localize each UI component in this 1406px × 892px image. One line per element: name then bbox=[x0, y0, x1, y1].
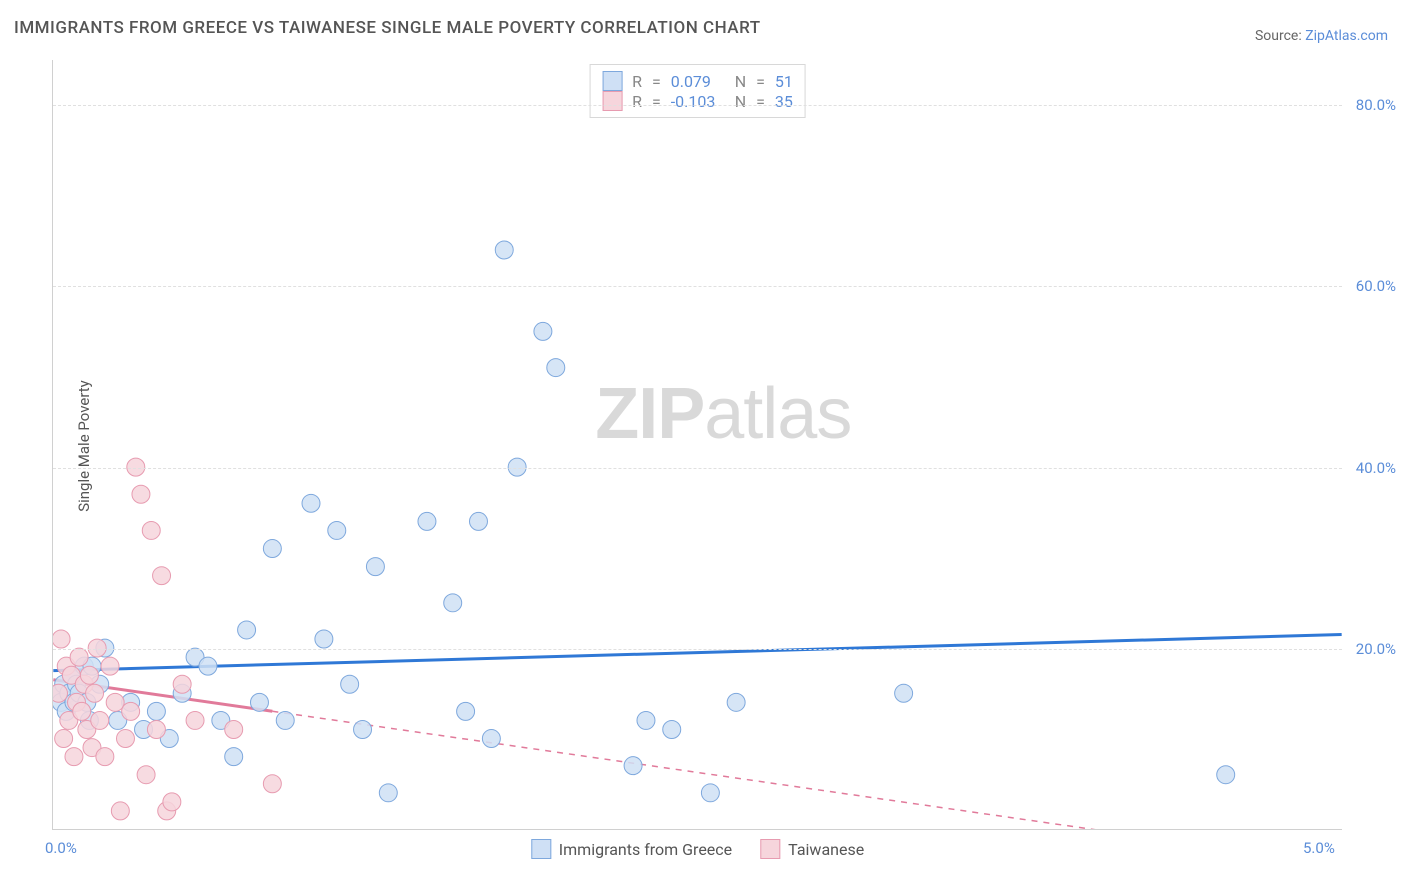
watermark: ZIPatlas bbox=[595, 373, 851, 455]
eq-sign: = bbox=[652, 72, 661, 91]
y-tick-label: 40.0% bbox=[1356, 459, 1396, 477]
r-value-taiwanese: -0.103 bbox=[671, 92, 725, 111]
legend-label-taiwanese: Taiwanese bbox=[788, 840, 864, 859]
swatch-taiwanese bbox=[602, 91, 622, 111]
watermark-light: atlas bbox=[704, 374, 851, 454]
eq-sign: = bbox=[756, 92, 765, 111]
gridline bbox=[53, 468, 1342, 469]
source-link[interactable]: ZipAtlas.com bbox=[1305, 28, 1388, 44]
n-value-greece: 51 bbox=[775, 72, 793, 91]
x-tick-label: 5.0% bbox=[1303, 839, 1335, 857]
source-attribution: Source: ZipAtlas.com bbox=[1255, 28, 1388, 44]
legend-item-greece: Immigrants from Greece bbox=[531, 839, 732, 859]
r-label: R bbox=[632, 92, 642, 111]
gridline bbox=[53, 286, 1342, 287]
bottom-legend: Immigrants from Greece Taiwanese bbox=[531, 839, 864, 859]
swatch-greece bbox=[602, 71, 622, 91]
n-label: N bbox=[735, 92, 746, 111]
stats-legend-box: R = 0.079 N = 51 R = -0.103 N = 35 bbox=[589, 64, 806, 118]
gridline bbox=[53, 649, 1342, 650]
plot-area: ZIPatlas R = 0.079 N = 51 R = -0.103 N =… bbox=[52, 60, 1342, 830]
gridline bbox=[53, 105, 1342, 106]
eq-sign: = bbox=[652, 92, 661, 111]
n-value-taiwanese: 35 bbox=[775, 92, 793, 111]
y-tick-label: 60.0% bbox=[1356, 277, 1396, 295]
chart-svg bbox=[53, 60, 1342, 829]
legend-label-greece: Immigrants from Greece bbox=[559, 840, 732, 859]
legend-swatch-taiwanese bbox=[760, 839, 780, 859]
x-tick-label: 0.0% bbox=[45, 839, 77, 857]
stats-row-taiwanese: R = -0.103 N = 35 bbox=[602, 91, 793, 111]
eq-sign: = bbox=[756, 72, 765, 91]
legend-item-taiwanese: Taiwanese bbox=[760, 839, 864, 859]
r-value-greece: 0.079 bbox=[671, 72, 725, 91]
y-tick-label: 80.0% bbox=[1356, 96, 1396, 114]
r-label: R bbox=[632, 72, 642, 91]
chart-title: IMMIGRANTS FROM GREECE VS TAIWANESE SING… bbox=[14, 18, 761, 38]
y-tick-label: 20.0% bbox=[1356, 640, 1396, 658]
watermark-bold: ZIP bbox=[595, 374, 704, 454]
n-label: N bbox=[735, 72, 746, 91]
legend-swatch-greece bbox=[531, 839, 551, 859]
stats-row-greece: R = 0.079 N = 51 bbox=[602, 71, 793, 91]
source-prefix: Source: bbox=[1255, 28, 1305, 44]
